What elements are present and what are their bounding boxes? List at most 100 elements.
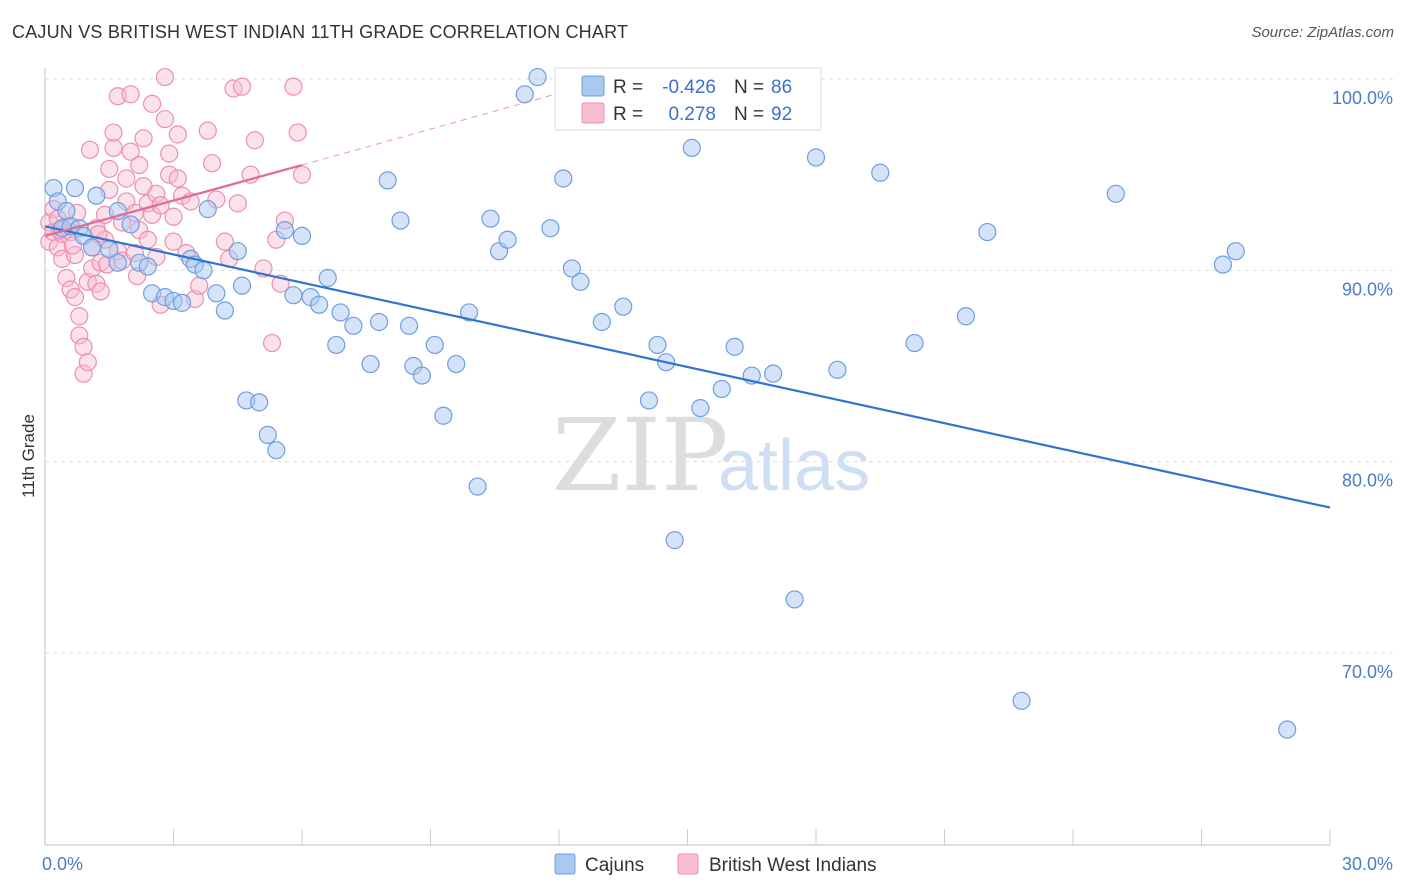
cajun-point-48 (425, 335, 444, 355)
cajun-point-36 (310, 295, 329, 314)
bwi-point-91 (80, 140, 100, 159)
bwi-point-17 (74, 364, 93, 383)
bwi-point-48 (142, 94, 162, 113)
cajun-point-26 (228, 242, 247, 261)
cajun-point-80 (978, 222, 997, 242)
bwi-point-24 (91, 282, 110, 301)
legend-r-label-cajuns: R = (613, 77, 643, 98)
legend-n-value-british-west-indians: 92 (771, 104, 792, 125)
y-tick-labels: 100.0% 90.0% 80.0% 70.0% (1332, 88, 1393, 682)
cajun-point-59 (554, 169, 573, 188)
series-cajuns (44, 67, 1297, 739)
bwi-point-76 (245, 131, 264, 150)
cajun-point-38 (327, 335, 346, 355)
bwi-point-66 (190, 276, 209, 295)
cajun-point-61 (571, 272, 590, 291)
cajun-point-11 (108, 253, 127, 272)
cajun-point-40 (344, 316, 363, 335)
cajun-point-74 (785, 590, 804, 609)
y-axis-label: 11th Grade (19, 414, 38, 498)
bwi-point-54 (155, 67, 175, 87)
cajun-point-68 (682, 138, 701, 157)
cajun-trend-line (44, 225, 1331, 509)
y-tick-label-3: 70.0% (1342, 662, 1393, 682)
bwi-point-50 (147, 184, 166, 203)
cajun-point-49 (434, 406, 453, 425)
bwi-point-13 (65, 288, 85, 307)
bwi-point-56 (160, 144, 179, 163)
cajun-point-51 (459, 303, 479, 322)
cajun-point-77 (871, 163, 890, 182)
cajun-point-60 (562, 259, 581, 278)
bwi-point-43 (130, 156, 149, 175)
cajun-point-63 (614, 297, 633, 316)
cajun-point-53 (481, 209, 500, 228)
cajun-point-5 (65, 178, 85, 198)
cajun-point-13 (121, 215, 140, 234)
cajun-point-41 (361, 354, 380, 374)
x-tick-labels: 0.0% 30.0% (42, 854, 1393, 874)
bottom-legend: Cajuns British West Indians (554, 853, 877, 876)
bwi-point-58 (164, 207, 183, 226)
cajun-point-83 (1213, 255, 1233, 274)
legend-n-label-british-west-indians: N = (734, 104, 764, 125)
bwi-point-84 (292, 165, 312, 184)
cajun-point-57 (528, 67, 547, 87)
bwi-point-55 (155, 110, 175, 129)
watermark: ZIP atlas (552, 397, 870, 514)
bwi-point-39 (121, 85, 140, 104)
cajun-point-67 (665, 531, 684, 550)
cajun-point-3 (57, 201, 76, 221)
legend-r-value-cajuns: -0.426 (662, 77, 716, 98)
y-tick-label-2: 80.0% (1342, 471, 1393, 491)
cajun-point-85 (1278, 720, 1297, 739)
legend-n-label-cajuns: N = (734, 77, 764, 98)
cajun-point-50 (447, 354, 466, 374)
cajun-point-76 (828, 360, 847, 379)
cajun-point-31 (267, 441, 286, 460)
bottom-legend-label-british-west-indians: British West Indians (709, 855, 877, 876)
bwi-trend-line (44, 164, 303, 237)
cajun-point-27 (232, 276, 252, 295)
cajun-point-71 (725, 337, 744, 356)
cajun-point-19 (172, 293, 192, 312)
bwi-point-15 (70, 326, 89, 345)
watermark-atlas: atlas (718, 426, 870, 506)
cajun-point-47 (412, 366, 432, 385)
cajun-point-43 (378, 171, 397, 190)
cajun-point-65 (648, 335, 667, 355)
cajun-point-75 (806, 148, 826, 167)
cajun-point-82 (1106, 184, 1125, 203)
bwi-point-14 (70, 307, 89, 326)
cajun-point-29 (250, 393, 269, 412)
cajun-point-70 (712, 379, 731, 399)
cajun-point-56 (515, 85, 534, 104)
cajun-point-8 (83, 238, 102, 257)
cajun-point-79 (956, 307, 976, 326)
legend: R = -0.426 N = 86 R = 0.278 N = 92 (554, 67, 822, 131)
cajun-point-55 (498, 230, 517, 249)
chart-title: CAJUN VS BRITISH WEST INDIAN 11TH GRADE … (12, 22, 629, 42)
source-label: Source: ZipAtlas.com (1251, 24, 1394, 41)
bottom-legend-label-cajuns: Cajuns (585, 855, 644, 876)
cajun-point-81 (1012, 691, 1031, 710)
bwi-point-30 (104, 138, 123, 157)
cajun-point-25 (215, 301, 234, 320)
gridlines (45, 78, 1395, 654)
cajun-point-34 (292, 226, 312, 245)
bwi-point-46 (138, 230, 157, 249)
bwi-point-9 (57, 268, 76, 288)
cajun-point-24 (207, 284, 226, 303)
y-tick-label-0: 100.0% (1332, 88, 1393, 108)
cajun-point-37 (318, 268, 337, 288)
legend-n-value-cajuns: 86 (771, 77, 792, 98)
x-axis-ticks (173, 829, 1331, 845)
bwi-point-67 (198, 121, 217, 140)
cajun-point-15 (138, 257, 157, 276)
cajun-point-45 (399, 316, 419, 335)
bwi-point-31 (104, 123, 123, 142)
cajun-point-58 (541, 219, 560, 238)
cajun-point-32 (275, 221, 294, 240)
bwi-point-82 (284, 77, 303, 96)
